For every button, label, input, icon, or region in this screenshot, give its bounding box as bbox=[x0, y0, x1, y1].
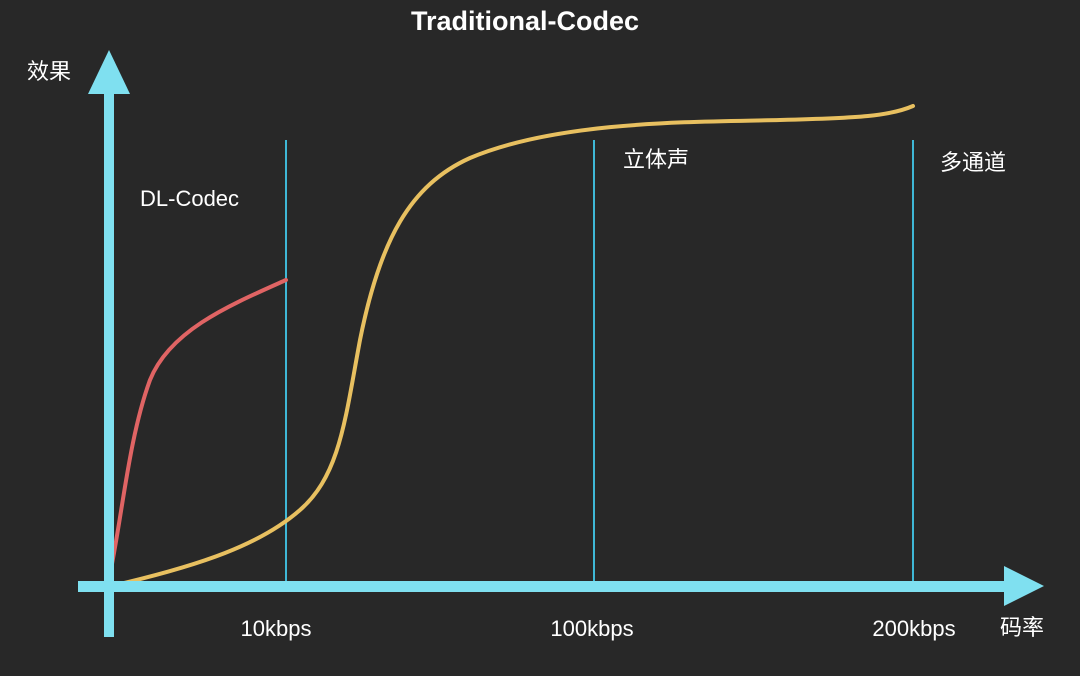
region-label-multichannel: 多通道 bbox=[940, 151, 1007, 176]
region-label-dl-codec: DL-Codec bbox=[140, 186, 240, 211]
y-axis-arrow bbox=[88, 50, 130, 94]
x-axis-label: 码率 bbox=[1000, 616, 1045, 641]
x-tick-100kbps: 100kbps bbox=[550, 616, 634, 641]
x-tick-200kbps: 200kbps bbox=[872, 616, 956, 641]
traditional-codec-curve bbox=[118, 104, 915, 586]
y-axis-line bbox=[104, 80, 114, 637]
x-axis-line bbox=[78, 581, 1018, 592]
x-axis-arrow bbox=[1004, 566, 1044, 606]
x-tick-10kbps: 10kbps bbox=[240, 616, 312, 641]
y-axis-label: 效果 bbox=[27, 60, 72, 85]
diagram-title: Traditional-Codec bbox=[410, 6, 640, 36]
dl-codec-curve bbox=[106, 278, 288, 586]
region-label-stereo: 立体声 bbox=[623, 148, 690, 173]
